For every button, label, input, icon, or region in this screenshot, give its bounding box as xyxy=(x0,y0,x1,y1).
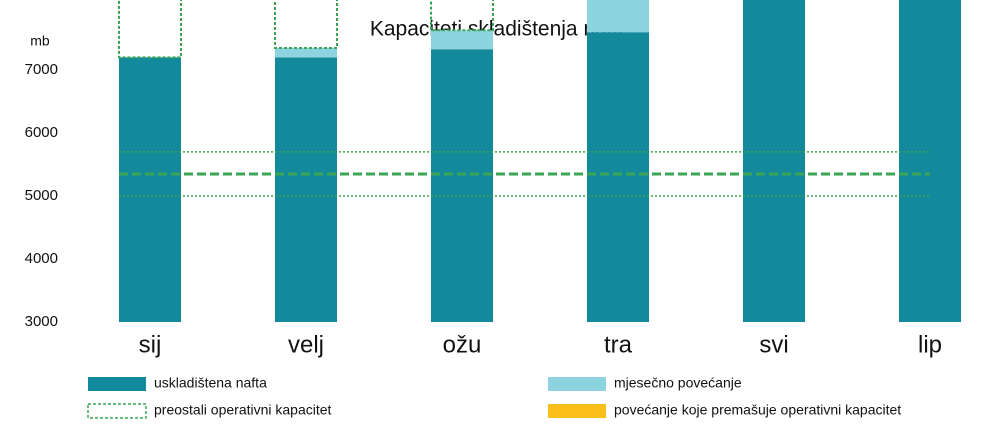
x-tick-label: tra xyxy=(604,331,633,358)
legend-label: mjesečno povećanje xyxy=(614,375,742,391)
bar-segment xyxy=(430,0,494,32)
bar-segment xyxy=(275,47,337,58)
legend-swatch xyxy=(87,403,147,419)
bar-segment xyxy=(899,0,961,322)
bar-segment xyxy=(119,57,181,323)
x-tick-label: svi xyxy=(759,331,788,358)
x-tick-label: lip xyxy=(918,331,942,358)
bar-segment xyxy=(431,49,493,323)
bar-segment xyxy=(274,0,338,49)
bar-segment xyxy=(118,0,182,59)
y-axis-label: mb xyxy=(30,33,50,49)
bar-segment xyxy=(587,0,649,33)
bar-segment xyxy=(431,30,493,50)
legend-label: preostali operativni kapacitet xyxy=(154,402,332,418)
y-tick-label: 5000 xyxy=(25,187,58,204)
x-tick-label: velj xyxy=(288,331,324,358)
y-tick-label: 6000 xyxy=(25,124,58,141)
legend-swatch xyxy=(548,377,606,391)
bar-segment xyxy=(587,32,649,322)
y-tick-label: 7000 xyxy=(25,61,58,78)
x-tick-label: ožu xyxy=(443,331,482,358)
legend-label: povećanje koje premašuje operativni kapa… xyxy=(614,402,901,418)
y-tick-label: 4000 xyxy=(25,250,58,267)
legend-swatch xyxy=(548,404,606,418)
y-tick-label: 3000 xyxy=(25,313,58,330)
bar-segment xyxy=(275,57,337,323)
bar-segment xyxy=(743,0,805,323)
x-tick-label: sij xyxy=(139,331,162,358)
legend-swatch xyxy=(88,377,146,391)
legend-label: uskladištena nafta xyxy=(154,375,267,391)
